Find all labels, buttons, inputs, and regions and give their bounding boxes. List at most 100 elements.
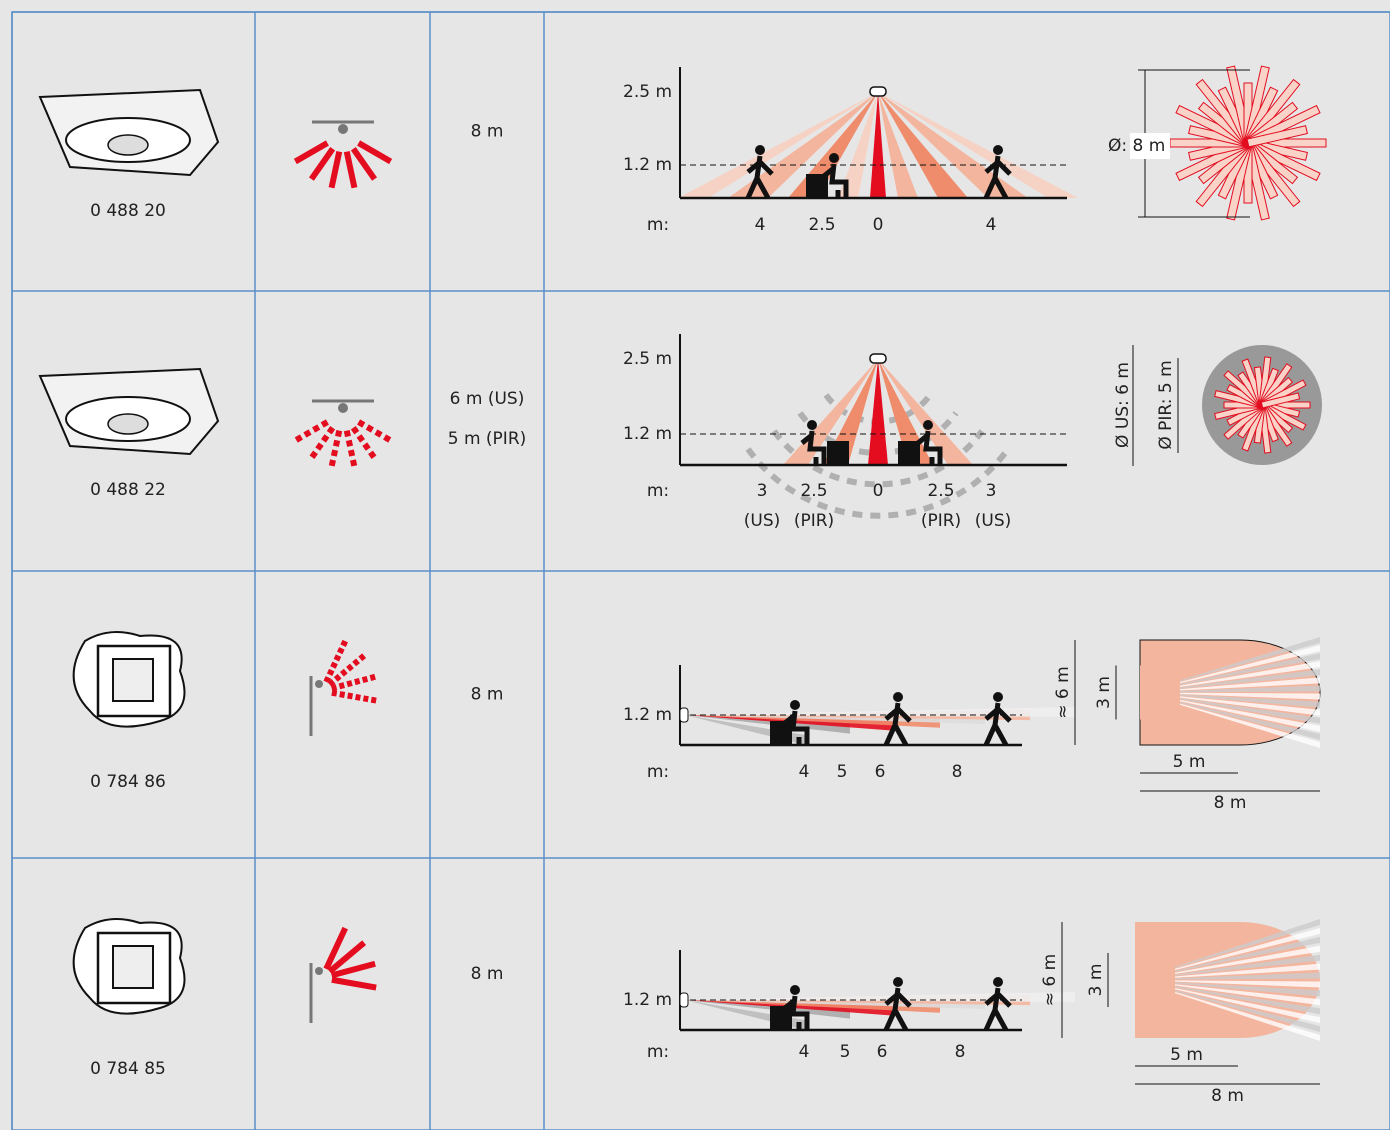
label: 0 [873, 215, 884, 235]
icon-ray [328, 150, 343, 189]
label: 4 [986, 215, 997, 235]
icon-ray [328, 429, 343, 468]
zone-ray [1135, 972, 1320, 980]
label: 4 [755, 215, 766, 235]
sensor-face [112, 945, 154, 989]
detection-zone [678, 92, 878, 198]
icon-sensor [315, 967, 323, 975]
zone-ray [1140, 637, 1320, 693]
sensor [869, 353, 887, 364]
detection-zone [878, 359, 933, 465]
head [755, 145, 765, 155]
detection-zone [788, 92, 878, 198]
person-icon [883, 977, 912, 1032]
zone-ray [1135, 945, 1320, 980]
head [893, 692, 903, 702]
person-icon [983, 145, 1012, 200]
zone-ray [1140, 653, 1320, 693]
label: 0 488 22 [90, 480, 166, 500]
body [822, 163, 849, 198]
zone-ray [1135, 954, 1320, 980]
body [800, 430, 827, 465]
detection-zone [878, 359, 973, 465]
body [916, 430, 943, 465]
person-icon [822, 153, 849, 198]
icon-ray [357, 140, 393, 165]
body [783, 710, 810, 745]
detection-zone [728, 92, 878, 198]
icon-ray [343, 150, 358, 189]
detection-zone [685, 706, 1075, 717]
label: 4 [799, 762, 810, 782]
zone-ray [1260, 392, 1301, 409]
label: 6 m (US) [450, 389, 525, 409]
label: 5 m [1170, 1045, 1203, 1065]
detection-zone [838, 92, 878, 198]
label: 4 [799, 1042, 810, 1062]
label: 2.5 [808, 215, 835, 235]
zone-ray [1135, 980, 1320, 997]
detection-zone [878, 92, 918, 198]
zone-ray [1135, 936, 1320, 980]
label: Ø: 8 m [1108, 136, 1165, 156]
zone-ray [1140, 692, 1320, 748]
desk [770, 721, 792, 745]
label: 8 m [471, 122, 504, 142]
body [783, 995, 810, 1030]
head [893, 977, 903, 987]
desk [827, 441, 849, 465]
label: 0 784 85 [90, 1059, 166, 1079]
desk [770, 1006, 792, 1030]
head [993, 977, 1003, 987]
detection-icon [293, 120, 393, 189]
detection-icon [309, 926, 377, 1023]
zone-ray [1135, 927, 1320, 980]
zone-ray [1140, 661, 1320, 693]
desk [898, 441, 920, 465]
zone-ray [1140, 685, 1320, 693]
icon-sensor [338, 124, 348, 134]
label: 3 m [1094, 676, 1114, 709]
sensor-lens [107, 413, 149, 435]
zone-ray [1140, 692, 1320, 700]
us-arc [745, 447, 1011, 519]
detection-zone [878, 92, 968, 198]
head [790, 985, 800, 995]
label: 3 [986, 481, 997, 501]
person-icon [983, 977, 1012, 1032]
head [923, 420, 933, 430]
label: 0 784 86 [90, 772, 166, 792]
icon-ray [293, 140, 329, 165]
icon-ray [323, 926, 348, 971]
zone-ray [1135, 980, 1320, 1033]
sensor [679, 992, 689, 1008]
zone-ray [1140, 677, 1320, 693]
label: 6 [875, 762, 886, 782]
label: 5 m (PIR) [448, 429, 527, 449]
zone-ray [1140, 692, 1320, 724]
detection-zone [823, 359, 878, 465]
label: 3 m [1086, 964, 1106, 997]
head [993, 692, 1003, 702]
product-image [72, 631, 186, 728]
body [883, 702, 912, 747]
body [745, 155, 774, 200]
label: 1.2 m [623, 705, 672, 725]
label: (PIR) [794, 511, 834, 531]
zone-ray [1140, 645, 1320, 693]
head [790, 700, 800, 710]
icon-ray [350, 426, 378, 460]
label: m: [647, 762, 669, 782]
head [807, 420, 817, 430]
near-zone [1135, 953, 1175, 1007]
detection-zone [870, 92, 886, 198]
sensor-lens [107, 134, 149, 156]
zone-ray [1135, 980, 1320, 1006]
zone-ray [1140, 692, 1320, 716]
label: 0 488 20 [90, 201, 166, 221]
person-icon [783, 700, 810, 745]
label: 5 [840, 1042, 851, 1062]
label: 8 m [1214, 793, 1247, 813]
detection-zone [868, 359, 888, 465]
